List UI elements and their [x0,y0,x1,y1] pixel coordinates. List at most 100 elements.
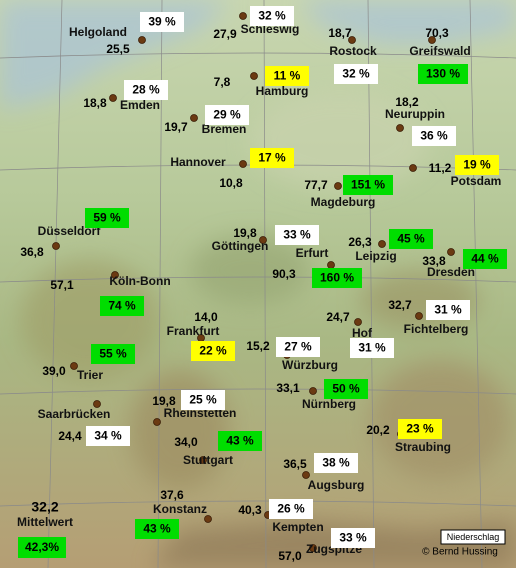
mean-label: Mittelwert [17,515,73,529]
station-value: 77,7 [304,178,328,192]
station-value: 18,2 [395,95,419,109]
station-dot [259,236,267,244]
station-dot [111,271,119,279]
station-value: 19,7 [164,120,188,134]
station-dot [70,362,78,370]
percent-box [85,208,129,228]
station-name: Rostock [329,44,377,58]
percent-box [181,390,225,410]
station-value: 11,2 [429,161,452,175]
station-value: 57,1 [50,278,74,292]
station-dot [354,318,362,326]
station-dot [396,124,404,132]
station-value: 18,8 [83,96,107,110]
station-percent: 32 % [342,67,370,81]
station-percent: 43 % [143,522,171,536]
percent-box [389,229,433,249]
station-dot [153,418,161,426]
percent-box [312,268,362,288]
station-dot [199,456,207,464]
percent-box [314,453,358,473]
station-value: 20,2 [366,423,390,437]
station-value: 40,3 [238,503,262,517]
station-percent: 31 % [358,341,386,355]
station-dot [415,312,423,320]
station-percent: 23 % [406,422,434,436]
station-value: 10,8 [219,176,243,190]
percent-box [412,126,456,146]
station-dot [309,387,317,395]
percent-box [250,6,294,26]
station-value: 37,6 [160,488,184,502]
station-percent: 11 % [274,69,301,83]
station-name: Hamburg [256,84,309,98]
station-percent: 33 % [339,531,367,545]
station-percent: 59 % [93,211,121,225]
percent-box [140,12,184,32]
station-percent: 29 % [213,108,241,122]
station-dot [239,160,247,168]
station-percent: 160 % [320,271,354,285]
station-name: Helgoland [69,25,127,39]
percent-box [265,66,309,86]
station-value: 39,0 [42,364,66,378]
station-value: 19,8 [233,226,257,240]
station-dot [428,36,436,44]
station-name: Köln-Bonn [109,274,170,288]
station-dot [93,400,101,408]
station-dot [239,12,247,20]
percent-box [334,64,378,84]
station-value: 27,9 [213,27,237,41]
station-value: 19,8 [152,394,176,408]
station-value: 34,0 [174,435,198,449]
percent-box [276,337,320,357]
percent-box [91,344,135,364]
station-name: Stuttgart [183,453,233,467]
station-value: 32,7 [388,298,412,312]
percent-box [343,175,393,195]
station-percent: 43 % [226,434,254,448]
station-dot [378,240,386,248]
station-percent: 28 % [132,83,160,97]
mean-box [18,537,66,558]
percent-box [398,419,442,439]
station-name: Saarbrücken [38,407,111,421]
station-percent: 39 % [148,15,176,29]
station-percent: 36 % [420,129,448,143]
station-percent: 17 % [258,151,286,165]
percent-box [455,155,499,175]
station-name: Leipzig [355,249,396,263]
station-percent: 33 % [283,228,311,242]
percent-box [205,105,249,125]
station-value: 33,8 [422,254,446,268]
station-name: Erfurt [296,246,329,260]
station-value: 36,8 [20,245,44,259]
station-value: 90,3 [272,267,296,281]
station-dot [334,182,342,190]
percent-box [275,225,319,245]
credit: © Bernd Hussing [422,547,498,558]
percent-box [250,148,294,168]
station-value: 26,3 [348,235,372,249]
station-percent: 27 % [284,340,312,354]
station-value: 18,7 [328,26,352,40]
station-percent: 74 % [108,299,136,313]
station-percent: 19 % [463,158,491,172]
station-percent: 26 % [277,502,305,516]
station-name: Greifswald [409,44,470,58]
station-name: Fichtelberg [404,322,469,336]
percent-box [191,341,235,361]
station-percent: 50 % [332,382,360,396]
station-value: 57,0 [278,549,302,563]
station-percent: 34 % [94,429,122,443]
station-name: Trier [77,368,103,382]
station-dot [52,242,60,250]
percent-box [86,426,130,446]
station-dot [250,72,258,80]
station-value: 24,4 [58,429,82,443]
station-dot [348,36,356,44]
station-percent: 22 % [199,344,227,358]
station-dot [138,36,146,44]
station-name: Konstanz [153,502,207,516]
